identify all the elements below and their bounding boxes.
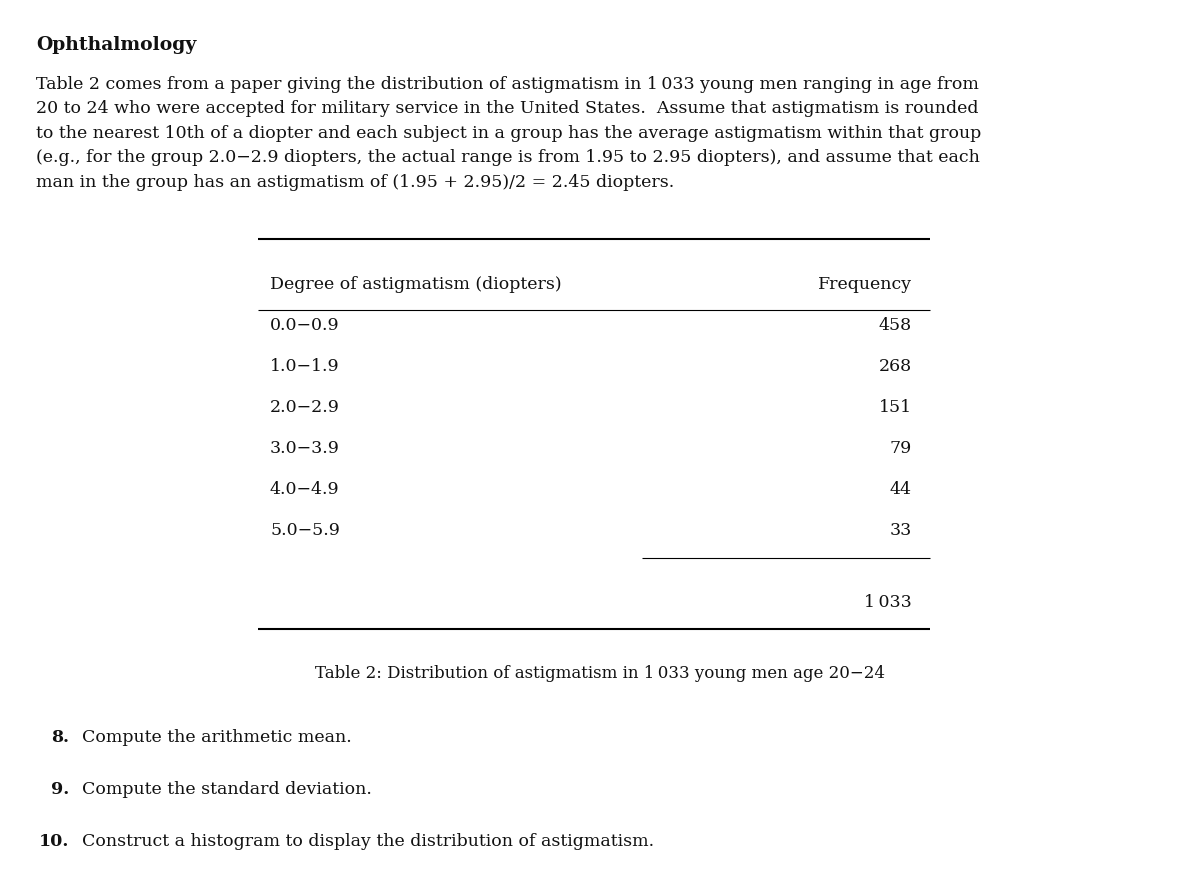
Text: 1.0−1.9: 1.0−1.9: [270, 359, 340, 376]
Text: Ophthalmology: Ophthalmology: [36, 36, 197, 54]
Text: Construct a histogram to display the distribution of astigmatism.: Construct a histogram to display the dis…: [82, 833, 654, 850]
Text: 44: 44: [890, 482, 912, 499]
Text: Compute the arithmetic mean.: Compute the arithmetic mean.: [82, 730, 352, 747]
Text: 0.0−0.9: 0.0−0.9: [270, 318, 340, 334]
Text: Compute the standard deviation.: Compute the standard deviation.: [82, 781, 372, 798]
Text: 458: 458: [878, 318, 912, 334]
Text: (e.g., for the group 2.0−2.9 diopters, the actual range is from 1.95 to 2.95 dio: (e.g., for the group 2.0−2.9 diopters, t…: [36, 149, 980, 167]
Text: 2.0−2.9: 2.0−2.9: [270, 400, 340, 417]
Text: 268: 268: [878, 359, 912, 376]
Text: 151: 151: [878, 400, 912, 417]
Text: 20 to 24 who were accepted for military service in the United States.  Assume th: 20 to 24 who were accepted for military …: [36, 101, 978, 118]
Text: 1 033: 1 033: [864, 594, 912, 611]
Text: 5.0−5.9: 5.0−5.9: [270, 523, 340, 540]
Text: 33: 33: [889, 523, 912, 540]
Text: 10.: 10.: [40, 833, 70, 850]
Text: 8.: 8.: [52, 730, 70, 747]
Text: Table 2: Distribution of astigmatism in 1 033 young men age 20−24: Table 2: Distribution of astigmatism in …: [314, 665, 886, 682]
Text: 4.0−4.9: 4.0−4.9: [270, 482, 340, 499]
Text: Frequency: Frequency: [818, 277, 912, 293]
Text: man in the group has an astigmatism of (1.95 + 2.95)/2 = 2.45 diopters.: man in the group has an astigmatism of (…: [36, 174, 674, 191]
Text: Table 2 comes from a paper giving the distribution of astigmatism in 1 033 young: Table 2 comes from a paper giving the di…: [36, 76, 979, 93]
Text: 9.: 9.: [52, 781, 70, 798]
Text: Degree of astigmatism (diopters): Degree of astigmatism (diopters): [270, 277, 562, 293]
Text: to the nearest 10th of a diopter and each subject in a group has the average ast: to the nearest 10th of a diopter and eac…: [36, 125, 982, 142]
Text: 79: 79: [889, 441, 912, 458]
Text: 3.0−3.9: 3.0−3.9: [270, 441, 340, 458]
